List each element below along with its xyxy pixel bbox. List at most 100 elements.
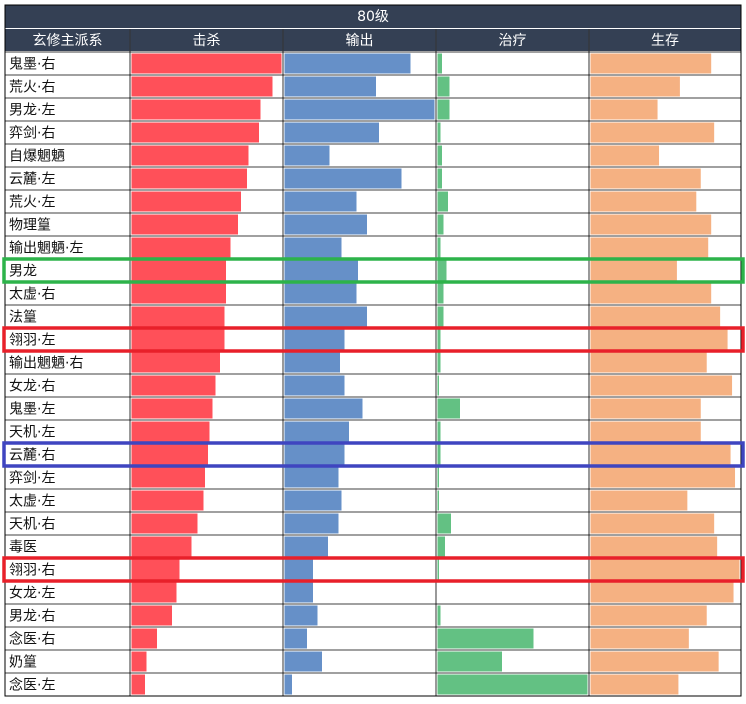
row-label: 自爆魍魉 [9, 148, 65, 165]
row-label: 男龙 [9, 264, 37, 280]
column-header: 玄修主派系 [33, 32, 103, 49]
kill-bar [131, 260, 226, 281]
heal-bar [437, 375, 439, 396]
kill-bar [131, 582, 177, 603]
row-label: 鬼墨·左 [9, 402, 55, 418]
column-header-bar [5, 29, 741, 51]
survive-bar [590, 375, 733, 396]
kill-bar [131, 352, 220, 373]
output-bar [284, 283, 357, 304]
output-bar [284, 513, 339, 534]
column-header: 治疗 [499, 33, 527, 49]
kill-bar [131, 122, 259, 143]
survive-bar [590, 260, 677, 281]
survive-bar [590, 651, 719, 672]
row-label: 太虚·右 [9, 287, 55, 303]
output-bar [284, 375, 345, 396]
heal-bar [437, 260, 447, 281]
highlight-box [2, 326, 745, 353]
highlight-box [2, 441, 745, 468]
kill-bar [131, 237, 231, 258]
survive-bar [590, 168, 701, 189]
output-bar [284, 490, 342, 511]
survive-bar [590, 122, 715, 143]
row-label: 法篁 [9, 309, 37, 326]
kill-bar [131, 306, 225, 327]
kill-bar [131, 283, 226, 304]
heal-bar [437, 444, 441, 465]
output-bar [284, 122, 379, 143]
output-bar [284, 329, 345, 350]
heal-bar [437, 76, 450, 97]
output-bar [284, 99, 435, 120]
row-label: 翎羽·右 [9, 563, 55, 579]
output-bar [284, 191, 357, 212]
kill-bar [131, 329, 225, 350]
output-bar [284, 467, 339, 488]
heal-bar [437, 99, 450, 120]
title-bar [5, 5, 741, 28]
column-header: 输出 [346, 33, 374, 49]
survive-bar [590, 214, 712, 235]
row-label: 云麓·左 [9, 172, 55, 188]
output-bar [284, 421, 349, 442]
output-bar [284, 306, 367, 327]
survive-bar [590, 76, 680, 97]
row-label: 物理篁 [9, 217, 51, 234]
heal-bar [437, 191, 448, 212]
row-label: 男龙·右 [9, 609, 55, 625]
heal-bar [437, 283, 444, 304]
kill-bar [131, 674, 145, 695]
heal-bar [437, 536, 445, 557]
kill-bar [131, 605, 172, 626]
column-header: 生存 [651, 33, 679, 49]
output-bar [284, 651, 322, 672]
row-label: 弈剑·左 [9, 471, 55, 487]
heal-bar [437, 674, 588, 695]
highlight-box [2, 556, 745, 583]
heal-bar [437, 559, 439, 580]
heal-bar [437, 306, 444, 327]
heal-bar [437, 145, 442, 166]
survive-bar [590, 444, 731, 465]
chart-title: 80级 [357, 9, 389, 25]
row-label: 荒火·左 [9, 195, 55, 211]
row-label: 鬼墨·右 [9, 57, 55, 73]
output-bar [284, 53, 411, 74]
kill-bar [131, 168, 247, 189]
row-label: 太虚·左 [9, 494, 55, 510]
kill-bar [131, 444, 208, 465]
row-label: 毒医 [9, 540, 37, 556]
kill-bar [131, 421, 210, 442]
heal-bar [437, 168, 442, 189]
row-label: 奶篁 [9, 654, 37, 671]
row-label: 念医·左 [9, 677, 55, 694]
kill-bar [131, 467, 205, 488]
heal-bar [437, 467, 439, 488]
heal-bar [437, 53, 442, 74]
row-label: 输出魍魉·右 [9, 355, 83, 372]
output-bar [284, 168, 402, 189]
survive-bar [590, 352, 707, 373]
survive-bar [590, 99, 658, 120]
survive-bar [590, 674, 679, 695]
row-label: 天机·右 [9, 517, 55, 533]
output-bar [284, 237, 342, 258]
output-bar [284, 559, 313, 580]
row-label: 男龙·左 [9, 103, 55, 119]
survive-bar [590, 145, 660, 166]
survive-bar [590, 306, 721, 327]
column-header: 击杀 [193, 33, 221, 49]
output-bar [284, 444, 345, 465]
output-bar [284, 76, 376, 97]
heal-bar [437, 421, 441, 442]
row-label: 女龙·左 [9, 585, 55, 602]
heal-bar [437, 214, 444, 235]
survive-bar [590, 559, 740, 580]
output-bar [284, 605, 318, 626]
kill-bar [131, 398, 213, 419]
kill-bar [131, 628, 157, 649]
survive-bar [590, 605, 707, 626]
row-label: 天机·左 [9, 425, 55, 441]
